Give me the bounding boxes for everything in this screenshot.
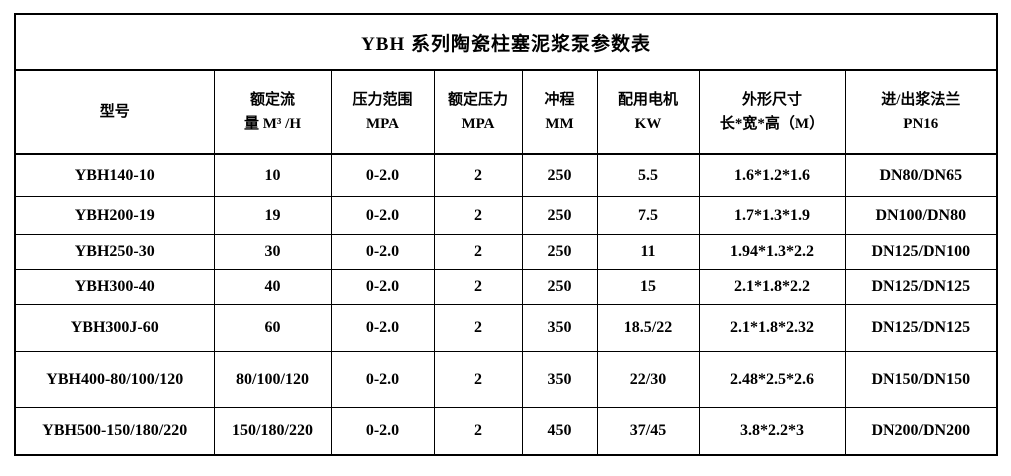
cell-dimensions: 1.94*1.3*2.2	[698, 234, 846, 270]
table-row: YBH140-10 10 0-2.0 2 250 5.5 1.6*1.2*1.6…	[14, 153, 998, 197]
col-header-motor-power: 配用电机 KW	[596, 69, 700, 155]
cell-stroke: 350	[521, 351, 598, 408]
col-header-model-label: 型号	[99, 104, 130, 120]
cell-rated-flow: 19	[213, 196, 332, 235]
cell-model: YBH140-10	[14, 153, 215, 197]
cell-stroke: 350	[521, 304, 598, 352]
cell-motor-power: 15	[596, 269, 700, 305]
cell-flange: DN150/DN150	[844, 351, 998, 408]
col-header-dimensions: 外形尺寸 长*宽*高（M）	[698, 69, 846, 155]
cell-pressure-range: 0-2.0	[330, 153, 435, 197]
table-row: YBH300J-60 60 0-2.0 2 350 18.5/22 2.1*1.…	[14, 304, 998, 352]
cell-stroke: 250	[521, 196, 598, 235]
cell-stroke: 250	[521, 269, 598, 305]
cell-model: YBH200-19	[14, 196, 215, 235]
col-header-rated-pressure: 额定压力 MPA	[433, 69, 523, 155]
cell-rated-pressure: 2	[433, 351, 523, 408]
table-title-row: YBH 系列陶瓷柱塞泥浆泵参数表	[14, 13, 998, 71]
cell-pressure-range: 0-2.0	[330, 196, 435, 235]
table-row: YBH400-80/100/120 80/100/120 0-2.0 2 350…	[14, 351, 998, 408]
cell-model: YBH250-30	[14, 234, 215, 270]
cell-rated-flow: 150/180/220	[213, 407, 332, 456]
cell-stroke: 450	[521, 407, 598, 456]
cell-rated-flow: 60	[213, 304, 332, 352]
cell-dimensions: 2.1*1.8*2.2	[698, 269, 846, 305]
table-row: YBH250-30 30 0-2.0 2 250 11 1.94*1.3*2.2…	[14, 234, 998, 270]
cell-rated-pressure: 2	[433, 407, 523, 456]
col-header-rated-flow: 额定流 量 M³ /H	[213, 69, 332, 155]
cell-motor-power: 7.5	[596, 196, 700, 235]
cell-rated-flow: 30	[213, 234, 332, 270]
cell-flange: DN80/DN65	[844, 153, 998, 197]
cell-pressure-range: 0-2.0	[330, 351, 435, 408]
table-title: YBH 系列陶瓷柱塞泥浆泵参数表	[14, 13, 998, 71]
cell-model: YBH300J-60	[14, 304, 215, 352]
cell-flange: DN125/DN125	[844, 269, 998, 305]
cell-dimensions: 3.8*2.2*3	[698, 407, 846, 456]
table-header-row: 型号 额定流 量 M³ /H 压力范围 MPA 额定压力 MPA 冲程 MM	[14, 69, 998, 155]
cell-dimensions: 2.1*1.8*2.32	[698, 304, 846, 352]
cell-rated-flow: 10	[213, 153, 332, 197]
cell-rated-pressure: 2	[433, 196, 523, 235]
cell-model: YBH500-150/180/220	[14, 407, 215, 456]
cell-motor-power: 22/30	[596, 351, 700, 408]
cell-motor-power: 37/45	[596, 407, 700, 456]
cell-rated-pressure: 2	[433, 234, 523, 270]
table-row: YBH500-150/180/220 150/180/220 0-2.0 2 4…	[14, 407, 998, 456]
cell-motor-power: 5.5	[596, 153, 700, 197]
cell-flange: DN125/DN125	[844, 304, 998, 352]
cell-stroke: 250	[521, 153, 598, 197]
cell-rated-flow: 40	[213, 269, 332, 305]
pump-parameter-table: YBH 系列陶瓷柱塞泥浆泵参数表 型号 额定流 量 M³ /H 压力范围 MPA…	[14, 13, 999, 456]
cell-model: YBH300-40	[14, 269, 215, 305]
cell-dimensions: 2.48*2.5*2.6	[698, 351, 846, 408]
cell-stroke: 250	[521, 234, 598, 270]
cell-motor-power: 18.5/22	[596, 304, 700, 352]
cell-pressure-range: 0-2.0	[330, 304, 435, 352]
cell-pressure-range: 0-2.0	[330, 269, 435, 305]
table-row: YBH200-19 19 0-2.0 2 250 7.5 1.7*1.3*1.9…	[14, 196, 998, 235]
cell-dimensions: 1.7*1.3*1.9	[698, 196, 846, 235]
cell-dimensions: 1.6*1.2*1.6	[698, 153, 846, 197]
cell-model: YBH400-80/100/120	[14, 351, 215, 408]
cell-rated-flow: 80/100/120	[213, 351, 332, 408]
cell-pressure-range: 0-2.0	[330, 234, 435, 270]
cell-flange: DN100/DN80	[844, 196, 998, 235]
table-row: YBH300-40 40 0-2.0 2 250 15 2.1*1.8*2.2 …	[14, 269, 998, 305]
cell-flange: DN125/DN100	[844, 234, 998, 270]
col-header-model: 型号	[14, 69, 215, 155]
col-header-stroke: 冲程 MM	[521, 69, 598, 155]
cell-pressure-range: 0-2.0	[330, 407, 435, 456]
col-header-flange: 进/出浆法兰 PN16	[844, 69, 998, 155]
cell-rated-pressure: 2	[433, 304, 523, 352]
cell-rated-pressure: 2	[433, 153, 523, 197]
cell-motor-power: 11	[596, 234, 700, 270]
cell-rated-pressure: 2	[433, 269, 523, 305]
cell-flange: DN200/DN200	[844, 407, 998, 456]
col-header-pressure-range: 压力范围 MPA	[330, 69, 435, 155]
